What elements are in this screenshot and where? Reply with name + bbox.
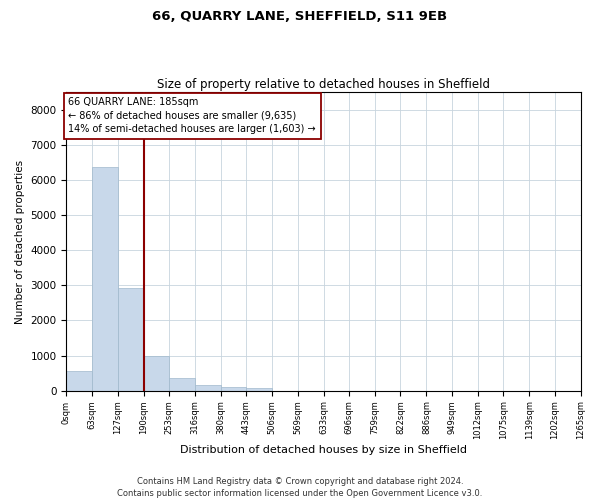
Bar — [247, 388, 272, 390]
Bar — [195, 384, 221, 390]
Y-axis label: Number of detached properties: Number of detached properties — [15, 160, 25, 324]
Bar — [143, 356, 169, 390]
Bar — [118, 288, 143, 390]
Bar — [221, 387, 247, 390]
Text: 66, QUARRY LANE, SHEFFIELD, S11 9EB: 66, QUARRY LANE, SHEFFIELD, S11 9EB — [152, 10, 448, 23]
Bar — [169, 378, 195, 390]
X-axis label: Distribution of detached houses by size in Sheffield: Distribution of detached houses by size … — [180, 445, 467, 455]
Text: 66 QUARRY LANE: 185sqm
← 86% of detached houses are smaller (9,635)
14% of semi-: 66 QUARRY LANE: 185sqm ← 86% of detached… — [68, 98, 316, 134]
Title: Size of property relative to detached houses in Sheffield: Size of property relative to detached ho… — [157, 78, 490, 91]
Bar — [92, 166, 118, 390]
Text: Contains HM Land Registry data © Crown copyright and database right 2024.
Contai: Contains HM Land Registry data © Crown c… — [118, 476, 482, 498]
Bar — [67, 370, 92, 390]
